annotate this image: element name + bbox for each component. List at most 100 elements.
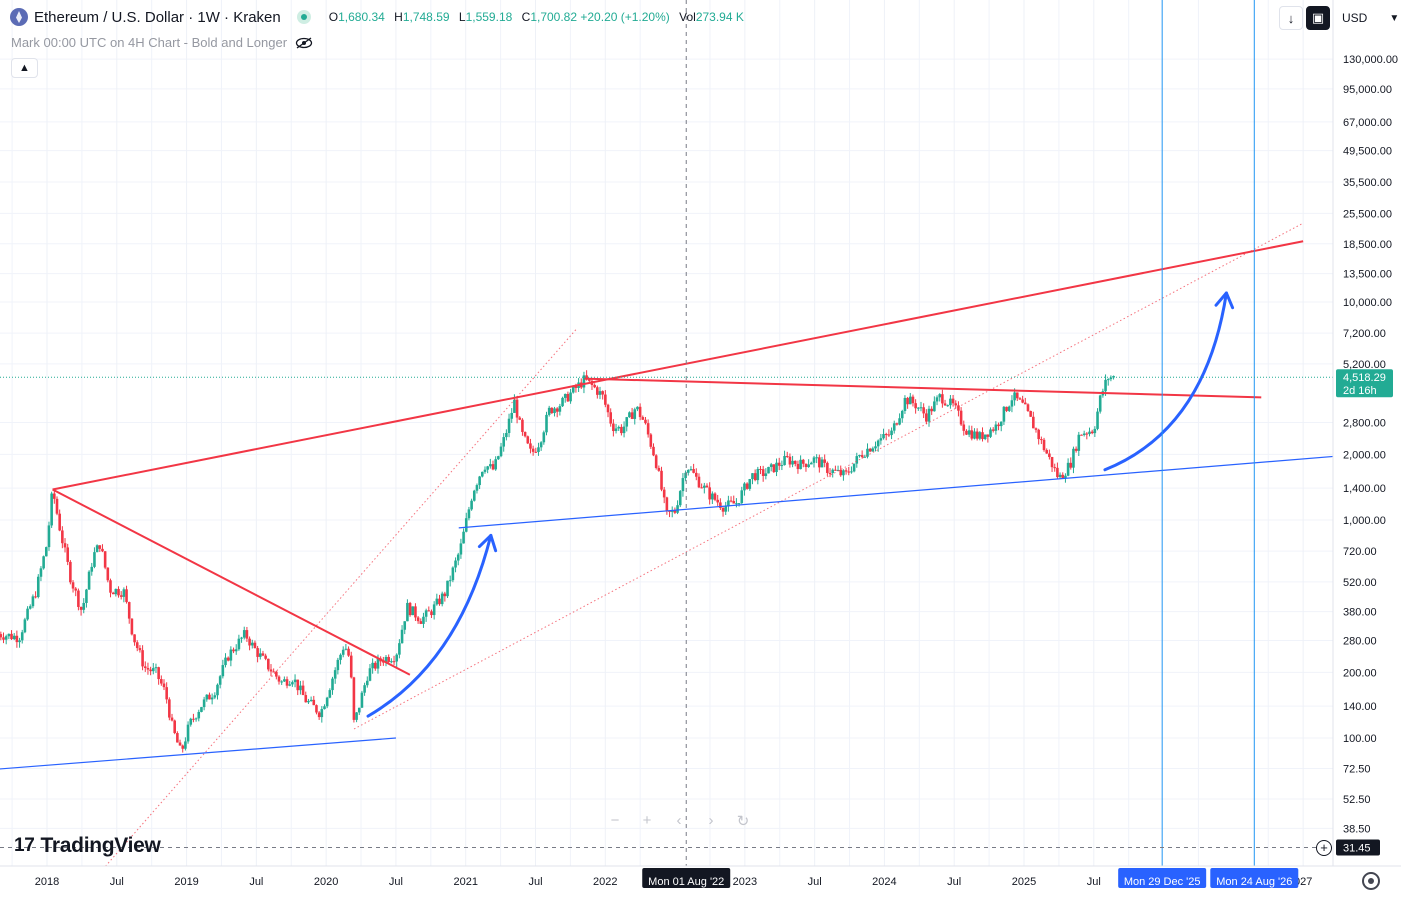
candle-body xyxy=(472,490,476,501)
candle-body xyxy=(836,469,840,471)
candle-body xyxy=(569,392,572,402)
price-tick-label: 67,000.00 xyxy=(1343,117,1392,129)
scroll-to-latest-button[interactable]: ↓ xyxy=(1279,6,1303,30)
symbol-title[interactable]: Ethereum / U.S. Dollar · 1W · Kraken xyxy=(34,8,281,26)
candle-body xyxy=(777,462,781,466)
tradingview-logo[interactable]: 17 TradingView xyxy=(14,834,161,858)
candle-body xyxy=(141,650,144,667)
candle-body xyxy=(320,709,324,718)
candle-body xyxy=(154,667,158,669)
candle-body xyxy=(772,464,776,473)
candle-body xyxy=(478,476,481,486)
candle-body xyxy=(248,638,251,646)
candle-body xyxy=(470,500,473,510)
candle-body xyxy=(793,460,797,464)
candle-body xyxy=(1077,434,1081,451)
arrow-down-icon: ↓ xyxy=(1287,10,1295,26)
candle-body xyxy=(419,621,423,624)
add-price-alert-icon[interactable]: + xyxy=(1316,840,1332,856)
candle-body xyxy=(820,459,824,468)
fullscreen-button[interactable]: ▣ xyxy=(1306,6,1330,30)
candle-body xyxy=(697,476,701,488)
candle-body xyxy=(606,404,610,413)
candle-body xyxy=(951,398,955,404)
candle-body xyxy=(440,593,444,605)
candle-body xyxy=(962,424,966,431)
candle-body xyxy=(406,602,409,622)
candle-body xyxy=(347,648,350,656)
ethereum-icon xyxy=(10,8,28,26)
marker-time-badge xyxy=(1118,868,1207,888)
time-tick-label: Jul xyxy=(1087,876,1101,888)
candle-body xyxy=(1002,406,1006,422)
candle-body xyxy=(1034,428,1038,430)
candle-body xyxy=(561,397,564,407)
candle-body xyxy=(1064,475,1067,479)
candle-body xyxy=(684,472,687,479)
candle-body xyxy=(566,393,570,402)
candle-body xyxy=(264,655,267,659)
fullscreen-icon: ▣ xyxy=(1311,10,1325,25)
currency-select[interactable]: USD ▼ xyxy=(1335,5,1401,31)
price-tick-label: 2,800.00 xyxy=(1343,418,1386,430)
candle-body xyxy=(609,412,612,424)
zoom-in-icon[interactable]: + xyxy=(642,812,652,829)
candle-body xyxy=(1109,377,1113,380)
candle-body xyxy=(122,589,126,597)
scroll-left-icon[interactable]: ‹ xyxy=(676,812,682,829)
candle-body xyxy=(1104,379,1107,392)
candle-body xyxy=(673,510,677,513)
candle-body xyxy=(258,653,262,657)
candle-body xyxy=(242,630,246,638)
reset-icon[interactable]: ↻ xyxy=(736,813,750,830)
candle-body xyxy=(1015,392,1019,399)
candle-body xyxy=(1088,431,1091,435)
candle-body xyxy=(371,662,374,669)
candle-body xyxy=(967,430,971,435)
marker-time-badge xyxy=(1210,868,1299,888)
collapse-legend-button[interactable]: ▲ xyxy=(11,58,38,78)
price-tick-label: 1,000.00 xyxy=(1343,515,1386,527)
resistance-line xyxy=(52,488,411,676)
candle-body xyxy=(398,643,401,655)
candle-body xyxy=(285,679,289,686)
zoom-out-icon[interactable]: − xyxy=(610,812,620,829)
candle-body xyxy=(505,432,508,438)
candle-body xyxy=(291,682,294,685)
candle-body xyxy=(256,648,259,657)
candle-body xyxy=(713,493,717,500)
candle-body xyxy=(1032,416,1035,429)
settings-gear-icon[interactable] xyxy=(1362,872,1380,890)
candle-body xyxy=(4,636,8,640)
candle-body xyxy=(202,699,206,708)
candle-body xyxy=(181,745,185,749)
market-status-icon xyxy=(296,10,311,24)
candle-body xyxy=(130,618,134,635)
candle-body xyxy=(309,699,313,701)
candle-body xyxy=(678,491,682,506)
candle-body xyxy=(933,401,936,412)
candle-body xyxy=(975,431,979,439)
indicator-title[interactable]: Mark 00:00 UTC on 4H Chart - Bold and Lo… xyxy=(11,35,288,50)
candle-body xyxy=(85,589,88,603)
candle-body xyxy=(831,469,835,473)
candle-body xyxy=(491,464,495,470)
candle-body xyxy=(748,479,752,489)
candle-body xyxy=(930,408,933,412)
candle-body xyxy=(1090,431,1094,434)
time-axis[interactable]: 2018 Jul 2019 Jul 2020 Jul 2021 Jul 2022 2023 Jul 2… xyxy=(0,865,1401,898)
candle-body xyxy=(36,576,40,598)
candle-body xyxy=(662,489,666,498)
price-axis[interactable]: 130,000.00 95,000.00 67,000.00 49,500.00 35,… xyxy=(1332,0,1401,866)
candle-body xyxy=(911,396,915,404)
candle-body xyxy=(355,712,358,720)
candle-body xyxy=(424,610,428,617)
candle-body xyxy=(523,431,527,437)
price-tick-label: 5,200.00 xyxy=(1343,359,1386,371)
scroll-right-icon[interactable]: › xyxy=(708,812,714,829)
candle-body xyxy=(997,424,1000,427)
candle-body xyxy=(66,547,69,562)
eye-hidden-icon[interactable] xyxy=(295,36,313,49)
chevron-down-icon: ▼ xyxy=(1389,12,1400,24)
